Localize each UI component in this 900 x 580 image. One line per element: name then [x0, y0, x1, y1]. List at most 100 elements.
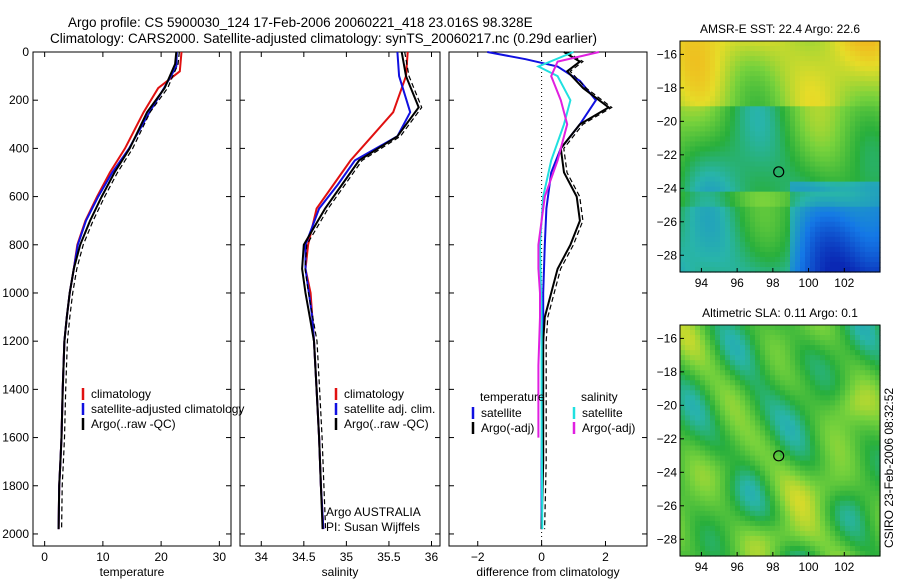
heatmap-cell — [765, 61, 771, 67]
heatmap-cell — [815, 410, 821, 416]
heatmap-cell — [790, 325, 796, 331]
heatmap-cell — [820, 146, 826, 153]
heatmap-cell — [855, 146, 861, 153]
heatmap-cell — [700, 545, 706, 552]
heatmap-cell — [685, 495, 691, 502]
heatmap-cell — [685, 530, 691, 537]
heatmap-cell — [695, 535, 701, 542]
heatmap-cell — [725, 545, 731, 552]
heatmap-cell — [730, 211, 736, 218]
heatmap-cell — [840, 226, 846, 233]
heatmap-cell — [735, 51, 741, 57]
heatmap-cell — [770, 465, 776, 472]
heatmap-cell — [720, 380, 726, 386]
heatmap-cell — [710, 445, 716, 452]
heatmap-cell — [760, 181, 766, 188]
heatmap-cell — [840, 256, 846, 263]
pi-label: PI: Susan Wijffels — [326, 520, 420, 534]
heatmap-cell — [710, 81, 716, 87]
heatmap-cell — [725, 61, 731, 67]
heatmap-cell — [705, 116, 711, 122]
heatmap-cell — [805, 201, 811, 208]
heatmap-cell — [775, 475, 781, 482]
heatmap-cell — [685, 51, 691, 57]
heatmap-cell — [705, 161, 711, 168]
heatmap-cell — [875, 211, 881, 218]
heatmap-cell — [845, 390, 851, 396]
heatmap-cells — [680, 41, 881, 273]
heatmap-cell — [865, 525, 871, 532]
heatmap-cell — [870, 370, 876, 376]
heatmap-cell — [740, 445, 746, 452]
heatmap-cell — [740, 370, 746, 376]
heatmap-cell — [685, 226, 691, 233]
heatmap-cell — [680, 365, 686, 371]
heatmap-cell — [875, 206, 881, 213]
heatmap-cell — [735, 480, 741, 487]
heatmap-cell — [865, 101, 871, 107]
heatmap-cell — [810, 121, 816, 127]
heatmap-cell — [785, 450, 791, 457]
heatmap-cell — [765, 345, 771, 351]
heatmap-cell — [795, 186, 801, 193]
heatmap-cell — [780, 66, 786, 72]
heatmap-cell — [705, 540, 711, 547]
heatmap-cell — [815, 530, 821, 537]
heatmap-cell — [875, 256, 881, 263]
heatmap-cell — [855, 181, 861, 188]
heatmap-cell — [685, 380, 691, 386]
heatmap-cell — [870, 445, 876, 452]
heatmap-cell — [830, 480, 836, 487]
heatmap-cell — [790, 261, 796, 268]
heatmap-cell — [865, 96, 871, 102]
heatmap-cell — [725, 41, 731, 47]
heatmap-cell — [860, 246, 866, 253]
heatmap-cell — [740, 216, 746, 223]
heatmap-cell — [745, 440, 751, 447]
heatmap-cell — [775, 106, 781, 112]
heatmap-cell — [785, 510, 791, 517]
heatmap-cell — [850, 520, 856, 527]
heatmap-cell — [695, 520, 701, 527]
heatmap-cell — [685, 525, 691, 532]
heatmap-cell — [815, 216, 821, 223]
heatmap-cell — [810, 530, 816, 537]
heatmap-cell — [700, 405, 706, 411]
heatmap-cell — [810, 241, 816, 248]
heatmap-cell — [705, 41, 711, 47]
heatmap-cell — [710, 440, 716, 447]
heatmap-cell — [835, 410, 841, 416]
heatmap-cell — [800, 530, 806, 537]
heatmap-cell — [795, 460, 801, 467]
heatmap-cell — [820, 545, 826, 552]
heatmap-cell — [835, 96, 841, 102]
heatmap-cell — [870, 330, 876, 336]
heatmap-cell — [715, 540, 721, 547]
heatmap-cell — [775, 256, 781, 263]
heatmap-cell — [795, 510, 801, 517]
heatmap-cell — [860, 131, 866, 138]
heatmap-cell — [760, 116, 766, 122]
heatmap-cell — [750, 201, 756, 208]
heatmap-cell — [845, 141, 851, 148]
heatmap-cell — [780, 505, 786, 512]
heatmap-cell — [855, 236, 861, 243]
heatmap-cell — [790, 490, 796, 497]
heatmap-cell — [875, 485, 881, 492]
heatmap-cell — [805, 375, 811, 381]
heatmap-cell — [840, 86, 846, 92]
heatmap-cell — [720, 430, 726, 437]
heatmap-cell — [835, 475, 841, 482]
heatmap-cell — [785, 66, 791, 72]
heatmap-cell — [820, 335, 826, 341]
heatmap-cell — [685, 136, 691, 143]
heatmap-cell — [705, 221, 711, 228]
heatmap-cell — [755, 221, 761, 228]
heatmap-cell — [750, 490, 756, 497]
heatmap-cell — [725, 251, 731, 258]
heatmap-cell — [790, 375, 796, 381]
heatmap-cell — [810, 221, 816, 228]
heatmap-cell — [785, 410, 791, 416]
heatmap-cell — [705, 71, 711, 77]
heatmap-cell — [825, 121, 831, 127]
